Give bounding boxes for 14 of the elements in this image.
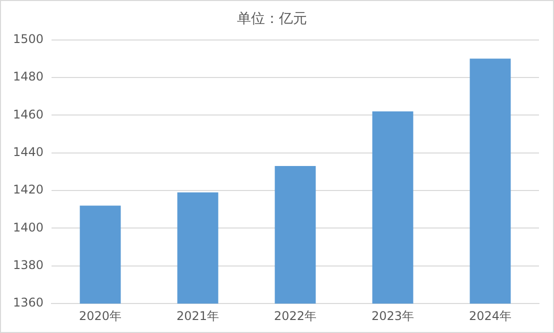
chart-title: 单位：亿元	[237, 11, 307, 28]
y-tick-label: 1480	[12, 70, 44, 84]
x-tick-label: 2024年	[468, 308, 512, 323]
y-tick-label: 1460	[12, 107, 44, 122]
x-tick-label: 2021年	[176, 308, 220, 323]
y-tick-label: 1400	[12, 220, 44, 234]
y-tick-label: 1500	[12, 32, 44, 46]
x-tick-label: 2020年	[79, 308, 122, 323]
x-tick-label: 2022年	[274, 308, 317, 323]
x-tick-label: 2023年	[371, 308, 414, 323]
y-tick-label: 1440	[12, 144, 44, 159]
y-tick-label: 1380	[12, 258, 44, 272]
y-tick-label: 1360	[12, 296, 44, 310]
y-tick-label: 1420	[12, 182, 44, 197]
